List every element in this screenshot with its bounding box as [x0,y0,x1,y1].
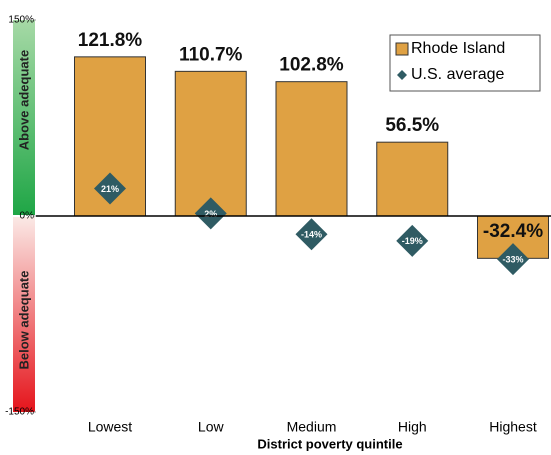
diamond-marker [194,197,227,230]
legend-swatch [395,42,409,56]
legend-box [389,34,541,92]
legend-label: Rhode Island [411,40,505,57]
diamond-marker [396,224,429,257]
diamond-marker [94,172,126,205]
value-label: 110.7% [179,44,242,65]
value-label: 121.8% [78,30,143,51]
diamond-marker [497,243,529,276]
above-band [13,20,35,215]
legend-swatch [397,70,407,80]
x-axis-title: District poverty quintile [257,436,402,451]
above-label: Above adequate [16,50,31,150]
x-tick-label: High [398,419,427,435]
x-tick-label: Highest [489,419,537,435]
y-tick-label: 0% [20,211,35,222]
value-label: -32.4% [483,221,543,242]
value-label: 56.5% [385,115,439,136]
marker-label: -19% [402,236,423,246]
below-band [13,217,35,412]
marker-label: -14% [301,230,322,240]
value-label: 102.8% [279,55,344,76]
marker-label: -33% [502,254,523,264]
marker-label: 21% [101,184,119,194]
legend-label: U.S. average [411,66,504,83]
below-label: Below adequate [16,271,31,370]
bar [275,81,348,217]
y-tick-label: 150% [8,15,34,26]
x-tick-label: Medium [287,419,337,435]
x-tick-label: Low [198,419,225,435]
y-tick-label: -150% [5,407,34,418]
bar [376,141,449,217]
diamond-marker [295,218,328,251]
x-tick-label: Lowest [88,419,132,435]
bar [174,70,247,217]
marker-label: 2% [204,209,217,219]
